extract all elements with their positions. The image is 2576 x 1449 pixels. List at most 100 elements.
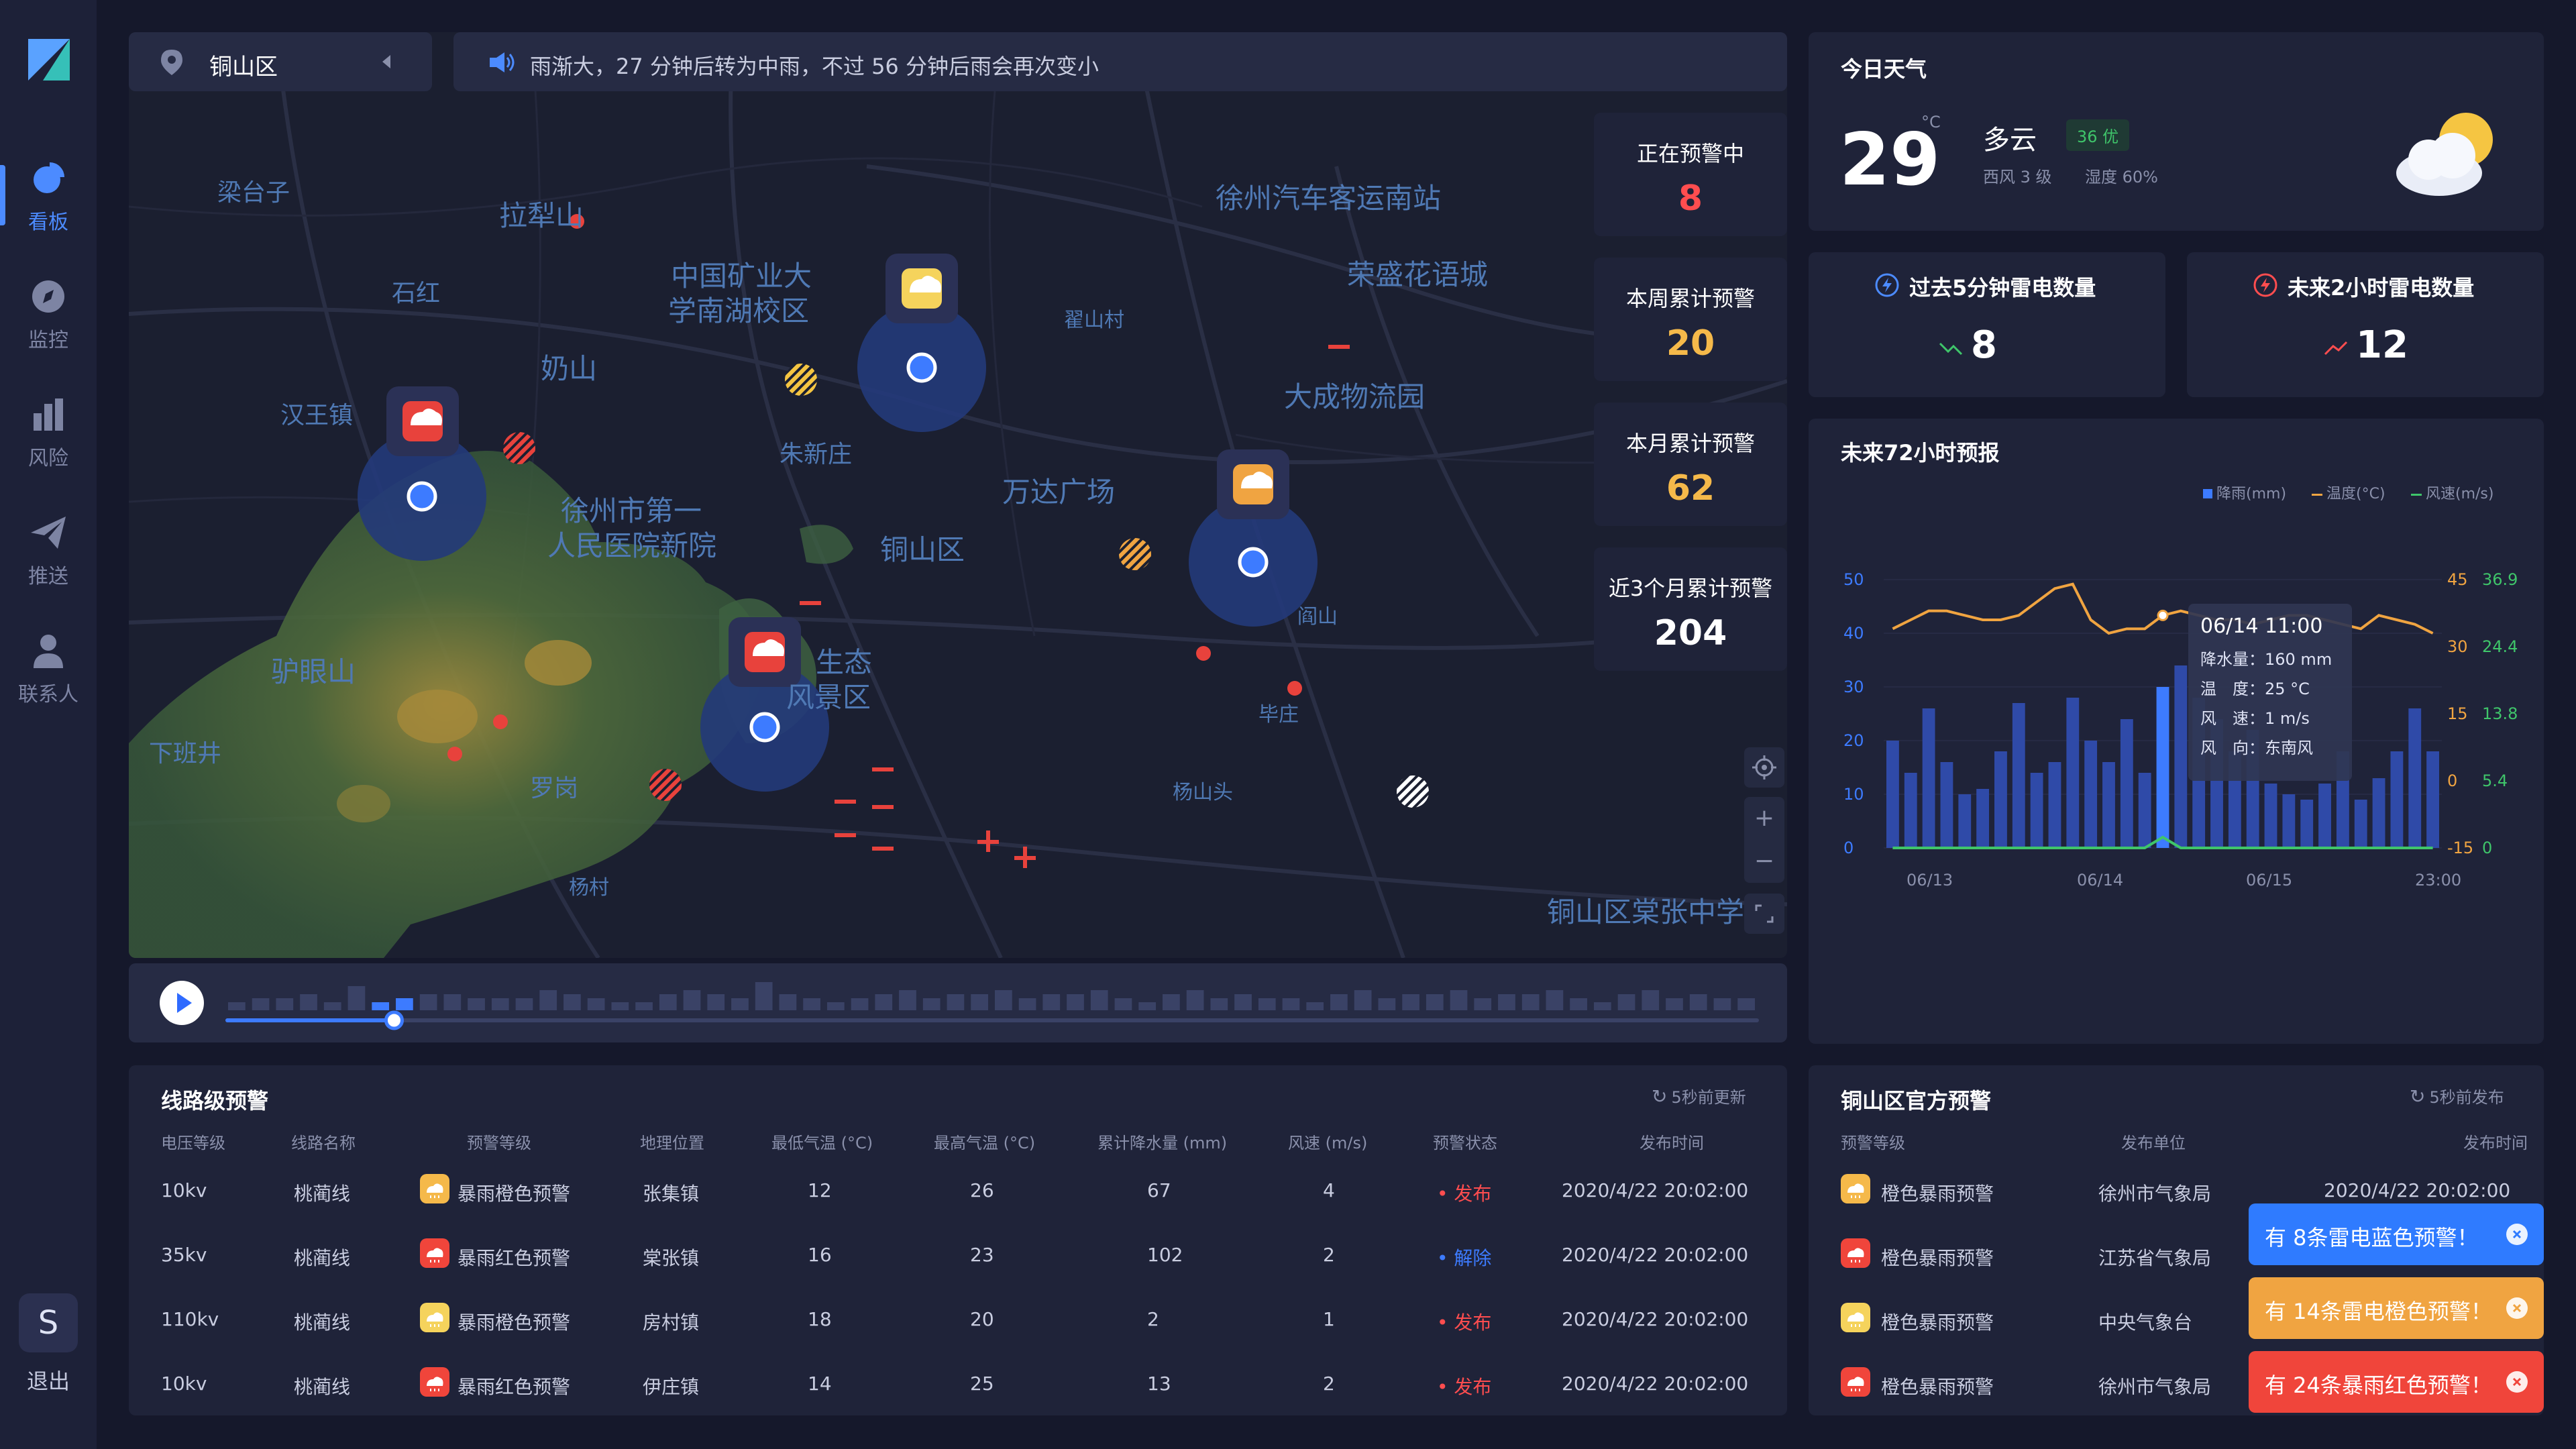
timeline-bar[interactable]	[539, 990, 557, 1010]
stat-month-warnings[interactable]: 本月累计预警 62	[1594, 402, 1787, 526]
stat-week-warnings[interactable]: 本周累计预警 20	[1594, 258, 1787, 381]
timeline-bar[interactable]	[372, 1002, 390, 1010]
refresh-status[interactable]: ↻ 5秒前发布	[2410, 1084, 2504, 1108]
close-icon[interactable]	[2506, 1224, 2528, 1245]
timeline-bar[interactable]	[1018, 998, 1036, 1010]
timeline-bar[interactable]	[707, 994, 725, 1010]
zoom-out-button[interactable]: −	[1754, 847, 1775, 875]
timeline-bar[interactable]	[1737, 998, 1755, 1010]
timeline-bar[interactable]	[851, 998, 869, 1010]
timeline-bar[interactable]	[1378, 998, 1396, 1010]
rain-bar[interactable]	[2030, 773, 2043, 848]
rain-bar[interactable]	[2102, 762, 2115, 848]
weather-map[interactable]: 梁台子 拉犁山 石红 奶山 汉王镇 中国矿业大 学南湖校区 徐州汽车客运南站 翟…	[129, 32, 1787, 958]
timeline-bar[interactable]	[659, 994, 677, 1010]
rain-bar[interactable]	[2264, 784, 2277, 848]
timeline-bar[interactable]	[1114, 998, 1132, 1010]
rain-bar[interactable]	[2408, 708, 2422, 848]
rain-bar[interactable]	[2048, 762, 2061, 848]
play-button[interactable]	[160, 981, 204, 1025]
timeline-bar[interactable]	[300, 994, 317, 1010]
rain-bar[interactable]	[2138, 773, 2151, 848]
timeline-bar[interactable]	[515, 998, 533, 1010]
timeline-bar[interactable]	[826, 1002, 845, 1010]
timeline-bar[interactable]	[1617, 994, 1635, 1010]
sidebar-item-risk[interactable]: 风险	[0, 394, 97, 471]
sidebar-item-monitor[interactable]: 监控	[0, 276, 97, 353]
timeline-bar[interactable]	[1521, 994, 1540, 1010]
timeline-bar[interactable]	[875, 994, 893, 1010]
rain-bar[interactable]	[1886, 741, 1899, 848]
timeline-bar[interactable]	[1138, 1002, 1157, 1010]
timeline-bar[interactable]	[899, 990, 916, 1010]
timeline-bar[interactable]	[1210, 998, 1228, 1010]
forecast-chart[interactable]: 0 10 20 30 40 50 -15 0 15 30 45 0 5.4 13.8 24.4 36.9 06/…	[1809, 553, 2544, 1022]
rain-bar[interactable]	[1958, 794, 1972, 848]
timeline-bar[interactable]	[779, 994, 797, 1010]
timeline-bar[interactable]	[1090, 990, 1108, 1010]
status-badge[interactable]: • 发布	[1437, 1311, 1492, 1334]
timeline-bar[interactable]	[635, 1002, 653, 1010]
sidebar-item-push[interactable]: 推送	[0, 513, 97, 589]
rain-bar[interactable]	[2156, 687, 2169, 848]
timeline-bar[interactable]	[1593, 1002, 1611, 1010]
sidebar-item-dashboard[interactable]: 看板	[0, 158, 97, 235]
rain-bar[interactable]	[2084, 741, 2098, 848]
timeline-bar[interactable]	[1282, 998, 1300, 1010]
status-badge[interactable]: • 解除	[1437, 1247, 1492, 1269]
rain-bar[interactable]	[2318, 784, 2331, 848]
timeline-bar[interactable]	[947, 994, 965, 1010]
locate-button[interactable]	[1744, 747, 1784, 788]
rain-bar[interactable]	[1976, 789, 1990, 848]
close-icon[interactable]	[2506, 1371, 2528, 1393]
timeline-bar[interactable]	[276, 998, 294, 1010]
timeline-bar[interactable]	[443, 994, 462, 1010]
timeline-bar[interactable]	[468, 998, 485, 1010]
logout-button[interactable]: 退出	[26, 1368, 70, 1394]
status-badge[interactable]: • 发布	[1437, 1183, 1492, 1205]
toast-rain-red[interactable]: 有 24条暴雨红色预警！	[2249, 1351, 2544, 1413]
timeline-bar[interactable]	[1354, 990, 1372, 1010]
stat-quarter-warnings[interactable]: 近3个月累计预警 204	[1594, 547, 1787, 671]
rain-bar[interactable]	[2354, 800, 2367, 848]
timeline-bar[interactable]	[1067, 994, 1084, 1010]
timeline-bar[interactable]	[1498, 994, 1515, 1010]
toast-lightning-orange[interactable]: 有 14条雷电橙色预警！	[2249, 1277, 2544, 1339]
rain-bar[interactable]	[2372, 778, 2385, 848]
rain-bar[interactable]	[2012, 703, 2025, 848]
rain-bar[interactable]	[1940, 762, 1953, 848]
close-icon[interactable]	[2506, 1297, 2528, 1319]
rain-bar[interactable]	[2390, 751, 2404, 848]
timeline-bar[interactable]	[1642, 990, 1660, 1010]
rain-bar[interactable]	[2282, 794, 2296, 848]
rain-bar[interactable]	[1994, 751, 2007, 848]
timeline-bar[interactable]	[1330, 994, 1348, 1010]
rain-bar[interactable]	[1922, 708, 1935, 848]
timeline-bar[interactable]	[1713, 998, 1731, 1010]
stat-active-warnings[interactable]: 正在预警中 8	[1594, 113, 1787, 236]
timeline-bar[interactable]	[228, 1002, 246, 1010]
location-selector[interactable]: 铜山区	[129, 32, 432, 91]
timeline-bar[interactable]	[1666, 998, 1683, 1010]
timeline-bar[interactable]	[1042, 994, 1061, 1010]
rain-bar[interactable]	[2066, 698, 2080, 848]
temperature-point[interactable]	[2157, 609, 2169, 621]
timeline-bar[interactable]	[611, 1002, 629, 1010]
timeline-bar[interactable]	[1402, 994, 1419, 1010]
timeline-bar[interactable]	[323, 1002, 341, 1010]
fullscreen-button[interactable]	[1744, 894, 1784, 934]
timeline-bar[interactable]	[1570, 998, 1587, 1010]
timeline-bar[interactable]	[1306, 1002, 1324, 1010]
timeline-bar[interactable]	[1426, 994, 1444, 1010]
rain-bar[interactable]	[2120, 719, 2133, 848]
toast-lightning-blue[interactable]: 有 8条雷电蓝色预警！	[2249, 1203, 2544, 1265]
timeline-bar[interactable]	[922, 998, 941, 1010]
timeline-bar[interactable]	[1450, 990, 1468, 1010]
timeline-bar[interactable]	[252, 998, 270, 1010]
timeline-bar[interactable]	[564, 994, 581, 1010]
rain-bar[interactable]	[2300, 800, 2314, 848]
timeline-bar[interactable]	[419, 994, 437, 1010]
rain-bar[interactable]	[2426, 751, 2439, 848]
timeline-bar[interactable]	[1186, 990, 1204, 1010]
timeline-bar[interactable]	[1474, 998, 1492, 1010]
